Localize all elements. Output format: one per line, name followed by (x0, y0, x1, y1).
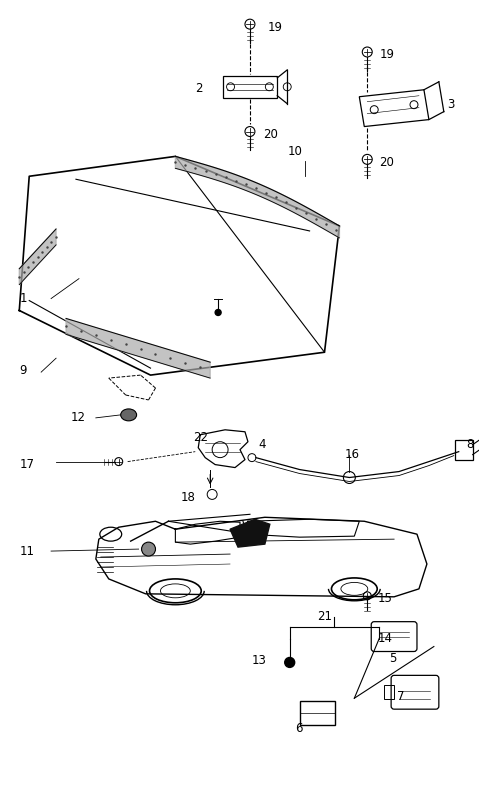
Bar (223, 76, 277, 98)
Text: 21: 21 (317, 610, 332, 623)
Polygon shape (66, 319, 210, 378)
Text: 5: 5 (389, 652, 396, 665)
Text: 6: 6 (295, 722, 302, 734)
Text: 10: 10 (287, 146, 302, 158)
Text: 4: 4 (258, 438, 265, 451)
Text: 8: 8 (467, 438, 474, 451)
Text: 20: 20 (263, 128, 278, 141)
Polygon shape (175, 157, 339, 238)
Text: 17: 17 (19, 458, 34, 471)
Text: 2: 2 (195, 83, 203, 95)
Text: 1: 1 (19, 292, 27, 305)
Bar (384, 685, 394, 699)
Text: 18: 18 (180, 491, 195, 504)
Bar (455, 440, 473, 460)
Polygon shape (19, 229, 56, 285)
Text: 9: 9 (19, 364, 27, 377)
Ellipse shape (120, 409, 137, 421)
Polygon shape (230, 519, 270, 547)
Circle shape (142, 542, 156, 556)
Text: 7: 7 (397, 689, 405, 703)
Text: 12: 12 (71, 412, 86, 424)
Bar (300, 701, 336, 725)
Circle shape (215, 309, 221, 316)
Text: 14: 14 (377, 632, 392, 645)
Circle shape (285, 657, 295, 667)
Text: 3: 3 (447, 98, 454, 111)
Text: 19: 19 (379, 49, 394, 61)
Text: 13: 13 (252, 654, 267, 667)
Text: 22: 22 (193, 431, 208, 444)
Text: 11: 11 (19, 545, 34, 557)
Text: 20: 20 (379, 156, 394, 169)
Text: 19: 19 (268, 20, 283, 34)
Text: 16: 16 (344, 448, 360, 461)
Text: 15: 15 (377, 593, 392, 605)
